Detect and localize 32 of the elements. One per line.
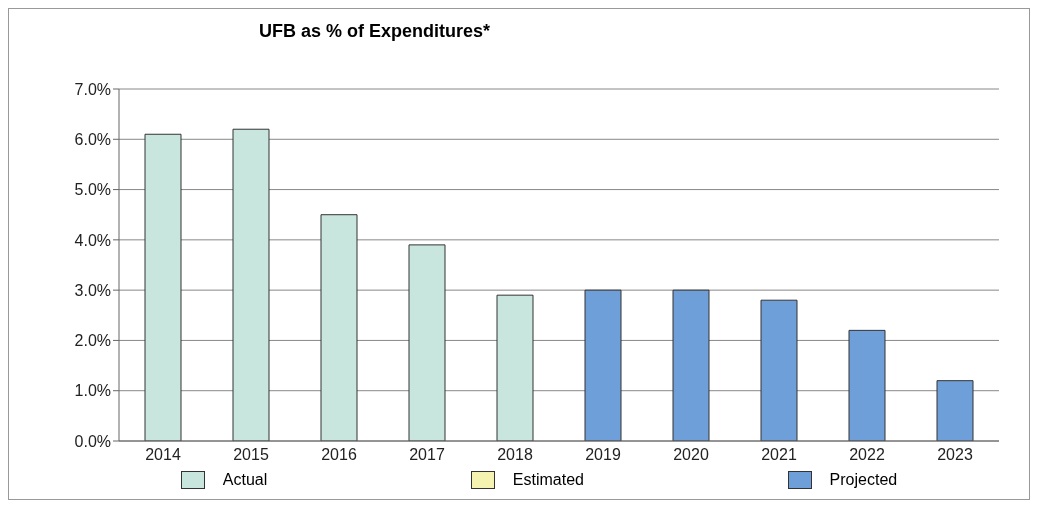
bar	[144, 133, 182, 441]
bar	[584, 289, 622, 441]
x-tick-label: 2021	[761, 446, 797, 464]
legend-label: Estimated	[511, 471, 584, 489]
bar	[320, 214, 358, 441]
x-tick-label: 2015	[233, 446, 269, 464]
chart-title: UFB as % of Expenditures*	[259, 21, 491, 42]
x-tick-label: 2016	[321, 446, 357, 464]
x-tick-label: 2018	[497, 446, 533, 464]
bar	[760, 299, 798, 441]
y-tick-label: 7.0%	[74, 80, 111, 98]
x-tick-label: 2020	[673, 446, 709, 464]
legend-label: Projected	[828, 471, 898, 489]
y-tick-label: 0.0%	[74, 432, 111, 450]
y-tick-label: 2.0%	[74, 332, 111, 350]
bar	[672, 289, 710, 441]
y-tick-label: 4.0%	[74, 231, 111, 249]
x-tick-label: 2022	[849, 446, 885, 464]
bar	[936, 380, 974, 441]
y-tick-label: 5.0%	[74, 181, 111, 199]
bar	[496, 294, 534, 441]
x-tick-label: 2023	[937, 446, 973, 464]
x-tick-label: 2017	[409, 446, 445, 464]
x-tick-label: 2014	[145, 446, 181, 464]
bar	[848, 329, 886, 441]
y-tick-label: 3.0%	[74, 281, 111, 299]
legend-label: Actual	[221, 471, 268, 489]
y-tick-label: 6.0%	[74, 130, 111, 148]
y-tick-label: 1.0%	[74, 382, 111, 400]
bar	[408, 244, 446, 441]
bar	[232, 128, 270, 441]
x-tick-label: 2019	[585, 446, 621, 464]
